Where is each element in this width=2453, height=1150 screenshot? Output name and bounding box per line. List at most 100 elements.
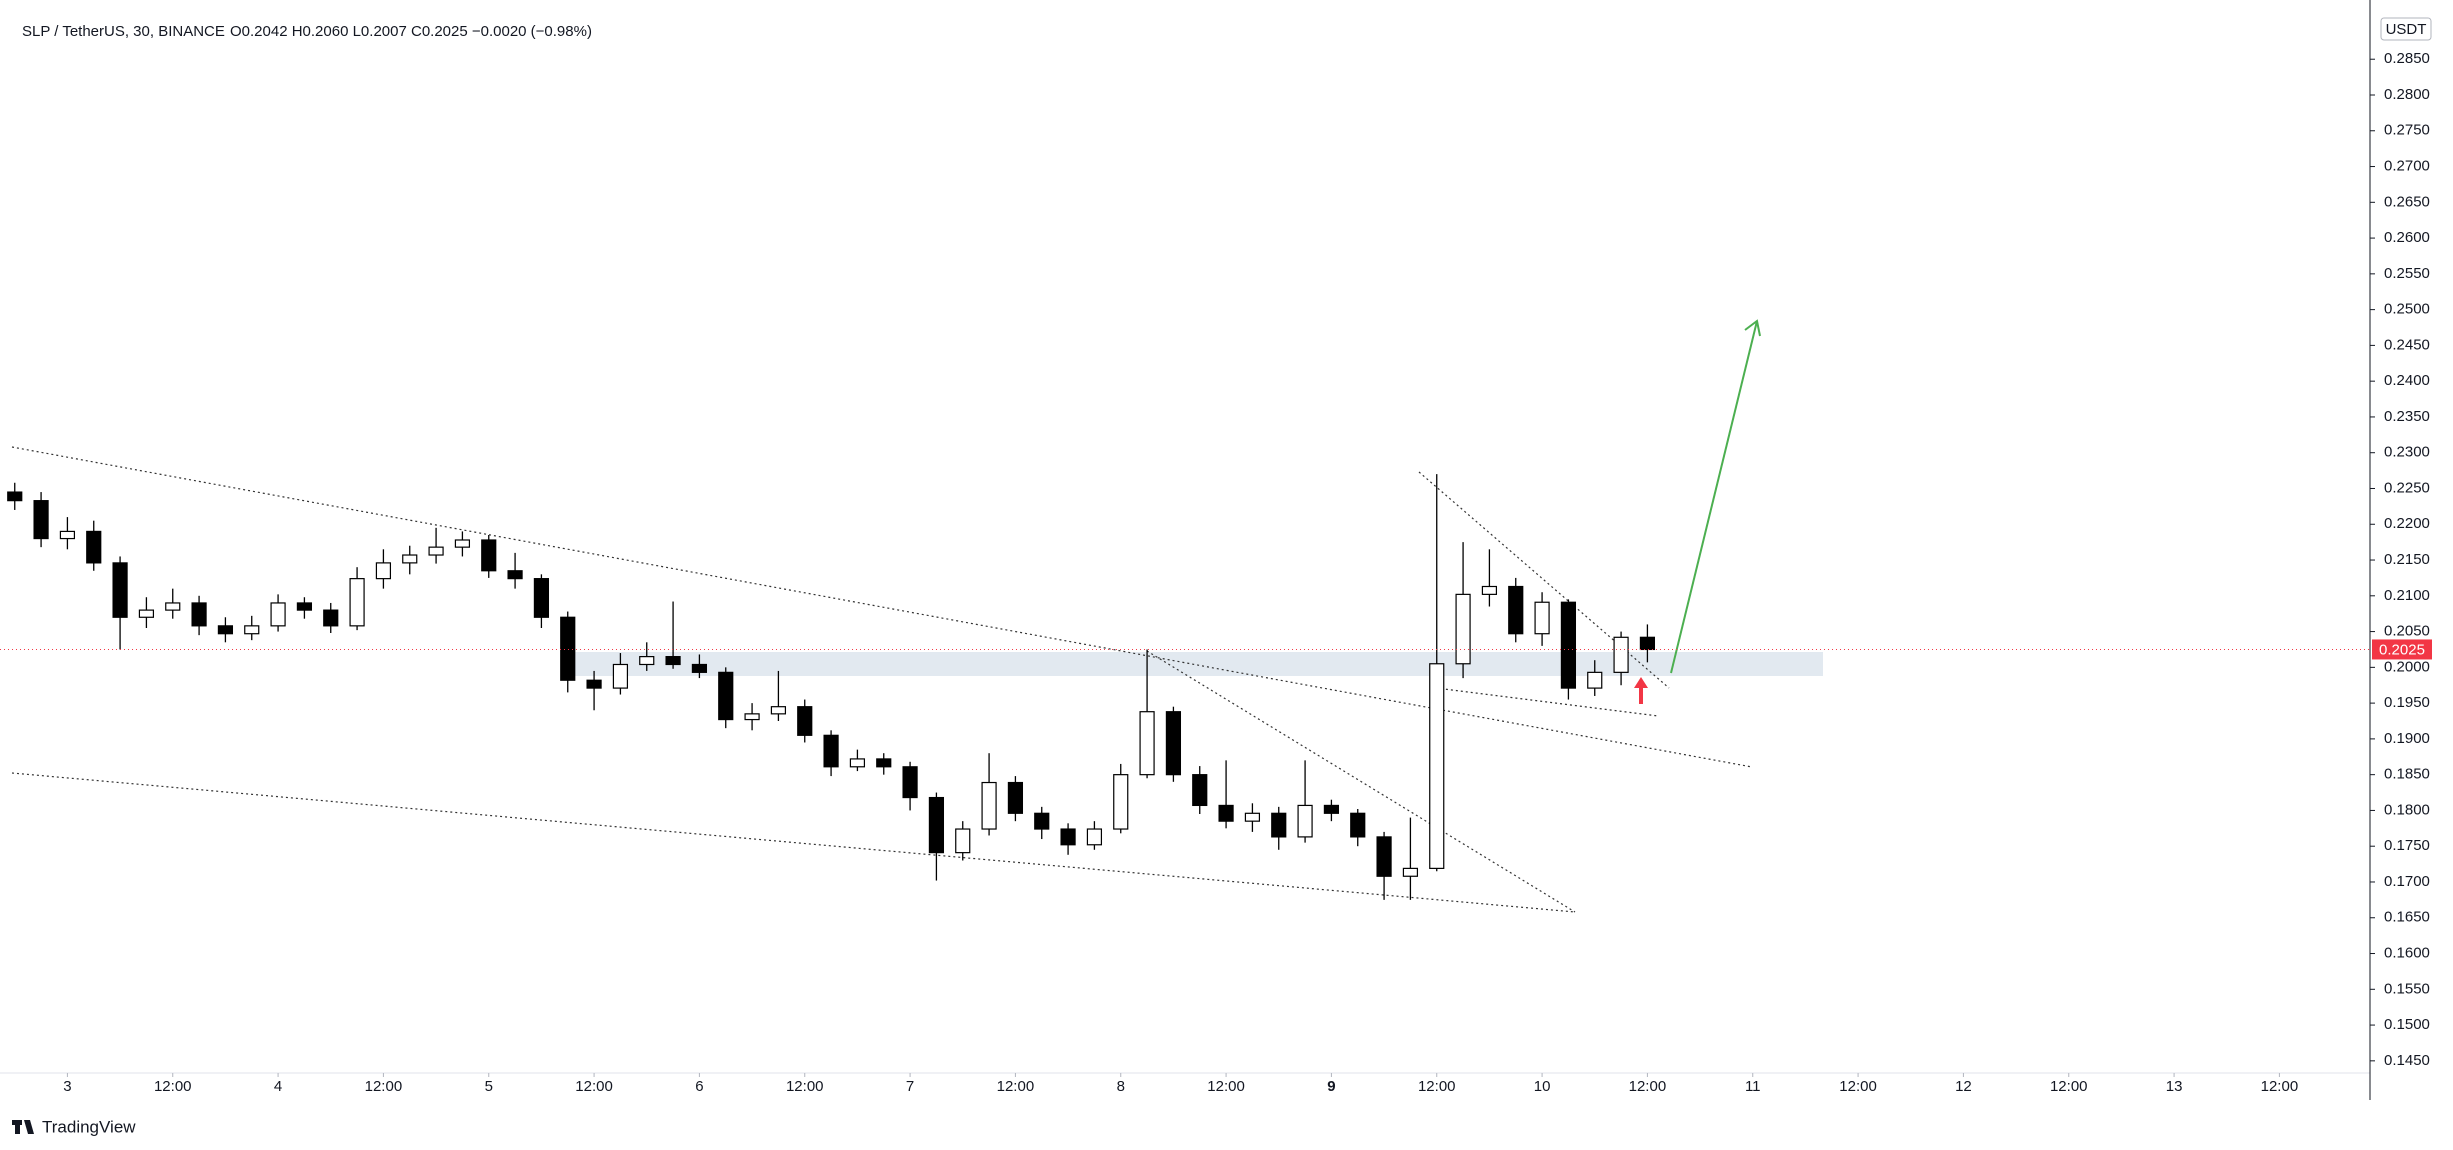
candle-body [665,656,681,666]
candle-body [797,706,813,736]
candle-body [1587,671,1603,689]
y-tick-label: 0.1700 [2384,873,2430,890]
candle-body [1560,601,1577,689]
candle-body [744,713,760,721]
y-tick-label: 0.2200 [2384,515,2430,532]
candle-body [823,734,839,768]
candle-body [1192,774,1208,807]
candle-body [770,706,787,715]
candle-body [928,796,945,854]
y-tick-label: 0.1600 [2384,944,2430,961]
candle-body [849,758,866,768]
candle-body [1639,636,1656,651]
brand-logo [12,1120,34,1134]
candle-body [270,602,286,627]
currency-box[interactable] [2380,17,2432,41]
y-tick-label: 0.1900 [2384,730,2430,747]
currency[interactable]: USDT [2386,21,2427,38]
candle-body [59,530,76,540]
candle-body [1481,585,1498,595]
trendline [11,772,1576,913]
candle-body [1455,593,1471,665]
candle-body [481,539,497,572]
candle-body [165,602,181,611]
y-tick-label: 0.2500 [2384,301,2430,318]
x-tick-label: 12:00 [997,1078,1035,1095]
x-tick-label: 12:00 [365,1078,403,1095]
trendline [1435,687,1659,717]
y-tick-label: 0.1800 [2384,801,2430,818]
y-tick-label: 0.2300 [2384,444,2430,461]
candle-body [1613,636,1629,673]
candle-body [1271,812,1287,838]
candle-body [1534,601,1550,635]
y-tick-label: 0.2000 [2384,658,2430,675]
candle-body [955,828,971,854]
y-tick-label: 0.2700 [2384,158,2430,175]
y-tick-label: 0.2050 [2384,623,2430,640]
candle-body [1244,812,1261,822]
candle-body [1007,781,1024,814]
candle-body [1402,867,1419,877]
x-tick-label: 12:00 [786,1078,824,1095]
symbol-title: SLP / TetherUS, 30, BINANCE [22,23,225,40]
y-tick-label: 0.1550 [2384,980,2430,997]
x-tick-label: 12:00 [1839,1078,1877,1095]
x-tick-label: 9 [1327,1078,1335,1095]
last-price-label: 0.2025 [2379,641,2425,658]
candle-body [586,679,602,689]
candle-body [1165,711,1182,776]
y-tick-label: 0.1500 [2384,1016,2430,1033]
candle-body [718,671,734,721]
candle-body [323,609,339,627]
y-tick-label: 0.1450 [2384,1052,2430,1069]
candle-body [349,578,365,627]
candle-body [1218,804,1234,822]
x-tick-label: 11 [1745,1078,1761,1095]
y-tick-label: 0.2650 [2384,193,2430,210]
ohlc-legend: O0.2042 H0.2060 L0.2007 C0.2025 −0.0020 … [230,23,592,40]
candle-body [7,491,23,502]
y-tick-label: 0.2100 [2384,587,2430,604]
candle-body [691,663,708,673]
x-tick-label: 4 [274,1078,282,1095]
y-tick-label: 0.2750 [2384,122,2430,139]
brand[interactable]: TradingView [42,1117,136,1136]
candle-body [112,562,128,618]
candle-body [1086,828,1103,846]
last-price-box [2372,639,2432,660]
x-tick-label: 12:00 [2050,1078,2088,1095]
x-tick-label: 12:00 [2261,1078,2299,1095]
candle-body [86,530,102,564]
candle-body [454,539,471,548]
candles [7,474,1656,900]
candle-body [217,625,234,635]
x-tick-label: 12:00 [1629,1078,1667,1095]
candle-body [560,616,576,681]
candle-body [533,578,550,618]
candle-body [33,500,49,540]
candle-body [1139,711,1155,776]
candle-body [876,758,892,768]
y-tick-label: 0.2250 [2384,479,2430,496]
trendline [1146,650,1576,913]
candle-body [138,609,155,618]
candle-body [1350,812,1366,838]
candle-body [639,656,655,666]
target-arrow [1670,319,1761,674]
y-tick-label: 0.1850 [2384,766,2430,783]
candle-body [1113,774,1129,830]
x-tick-label: 12 [1955,1078,1972,1095]
x-tick-label: 12:00 [1207,1078,1245,1095]
signal-arrow [1634,677,1648,704]
candle-body [375,562,392,580]
y-tick-label: 0.2850 [2384,50,2430,67]
y-tick-label: 0.2150 [2384,551,2430,568]
y-tick-label: 0.1950 [2384,694,2430,711]
y-tick-label: 0.1650 [2384,909,2430,926]
x-tick-label: 12:00 [154,1078,192,1095]
candle-body [1034,812,1050,830]
